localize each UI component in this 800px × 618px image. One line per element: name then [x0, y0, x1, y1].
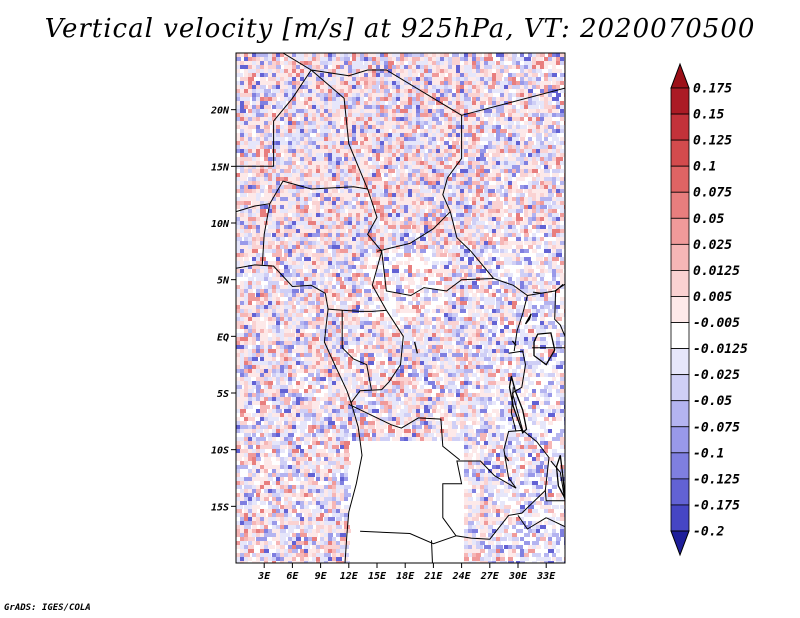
lon-tick-label: 12E [340, 571, 359, 582]
colorbar-box [670, 322, 690, 349]
lon-tick-label: 9E [315, 571, 328, 582]
colorbar-label: -0.05 [693, 394, 732, 409]
lon-tick-label: 24E [452, 571, 472, 582]
lon-tick-label: 21E [423, 571, 443, 582]
lon-tick-label: 33E [536, 571, 556, 582]
colorbar-label: -0.075 [693, 420, 740, 435]
colorbar-label: 0.15 [693, 108, 724, 123]
colorbar-box [670, 348, 690, 376]
colorbar-label: 0.125 [693, 134, 732, 149]
colorbar-box [670, 504, 690, 532]
colorbar-box [670, 191, 690, 219]
colorbar-box [670, 270, 690, 297]
lon-tick-label: 18E [396, 571, 415, 582]
colorbar-over-triangle [670, 62, 690, 89]
colorbar-box [670, 426, 690, 454]
longitude-axis: 3E 6E 9E 12E 15E 18E 21E 24E 27E 30E 33E [257, 563, 556, 582]
colorbar-label: 0.0125 [693, 264, 740, 279]
colorbar-label: 0.075 [693, 186, 732, 201]
colorbar-label: -0.2 [693, 525, 724, 540]
colorbar-under-triangle [670, 530, 690, 557]
colorbar-box [670, 243, 690, 271]
colorbar-label: 0.05 [693, 212, 724, 227]
colorbar-label: -0.125 [693, 472, 740, 487]
colorbar-box [670, 139, 690, 167]
lat-tick-label: 15N [211, 162, 230, 173]
colorbar-box [670, 87, 690, 115]
colorbar-box [670, 400, 690, 428]
colorbar-label: 0.005 [693, 290, 732, 305]
lat-tick-label: 15S [211, 502, 229, 513]
lon-tick-label: 3E [257, 571, 271, 582]
lat-tick-label: EQ [217, 332, 229, 343]
latitude-axis: 20N 15N 10N 5N EQ 5S 10S 15S [210, 106, 236, 513]
colorbar-label: 0.025 [693, 238, 732, 253]
lat-tick-label: 10S [211, 446, 229, 457]
map-frame [235, 52, 566, 564]
lon-tick-label: 27E [480, 571, 500, 582]
grads-credit: GrADS: IGES/COLA [4, 603, 91, 613]
colorbar-box [670, 165, 690, 193]
lat-tick-label: 10N [211, 219, 230, 230]
country-borders [236, 53, 565, 563]
colorbar-box [670, 217, 690, 245]
chart-title: Vertical velocity [m/s] at 925hPa, VT: 2… [44, 14, 756, 44]
colorbar-box [670, 478, 690, 506]
colorbar-label: -0.025 [693, 368, 740, 383]
colorbar-box [670, 374, 690, 402]
velocity-field [236, 53, 565, 563]
lon-tick-label: 30E [508, 571, 528, 582]
colorbar-box [670, 296, 690, 323]
lon-tick-label: 15E [368, 571, 387, 582]
colorbar-box [670, 113, 690, 141]
colorbar-label: -0.0125 [693, 342, 748, 357]
lat-tick-label: 20N [210, 106, 230, 117]
lat-tick-label: 5N [217, 276, 230, 287]
colorbar-label: -0.175 [693, 498, 740, 513]
lon-tick-label: 6E [286, 571, 299, 582]
lat-tick-label: 5S [217, 389, 229, 400]
colorbar-label: 0.175 [693, 82, 732, 97]
colorbar-box [670, 452, 690, 480]
colorbar-label: 0.1 [693, 160, 716, 175]
colorbar-label: -0.1 [693, 446, 724, 461]
colorbar: 0.175 0.15 0.125 0.1 0.075 0.05 0.025 0.0125 0.0… [670, 62, 748, 557]
colorbar-label: -0.005 [693, 316, 740, 331]
